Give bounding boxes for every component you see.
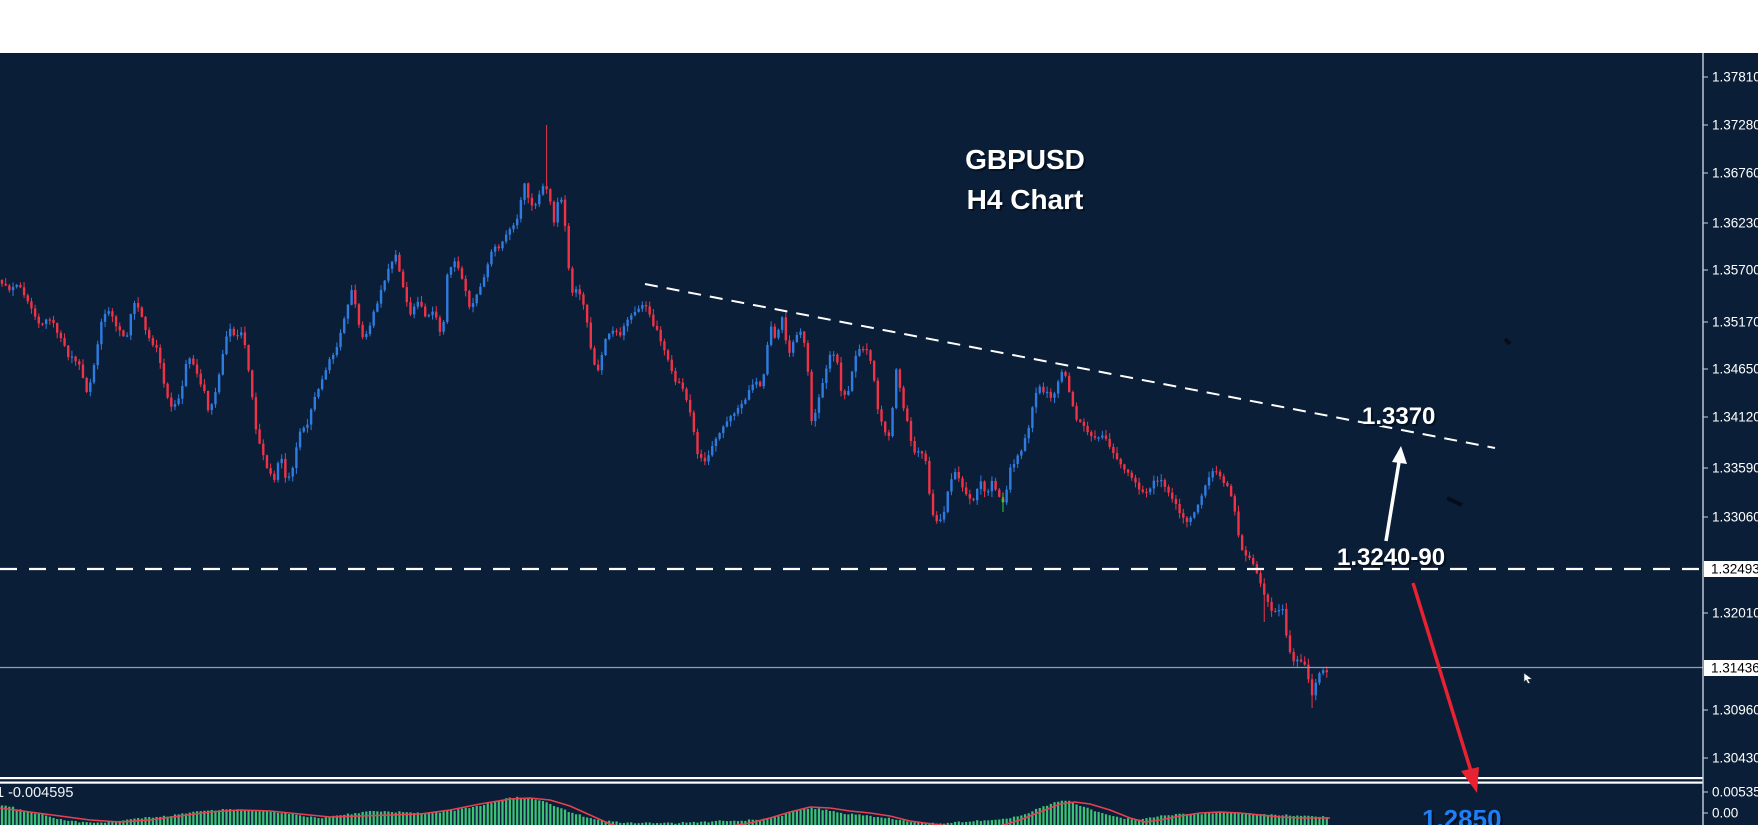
red-down-arrowhead xyxy=(1461,767,1479,793)
price-axis-label: 1.33590 xyxy=(1712,461,1758,476)
chart-timeframe: H4 Chart xyxy=(966,184,1084,215)
indicator-histogram xyxy=(0,796,1328,825)
white-up-arrow[interactable] xyxy=(1384,455,1402,542)
resistance-level-label: 1.3370 xyxy=(1362,403,1436,430)
chart-title: GBPUSD H4 Chart xyxy=(965,140,1085,220)
chart-background xyxy=(0,53,1758,825)
price-axis-label: 1.34650 xyxy=(1712,362,1758,377)
price-badge-value: 1.32493 xyxy=(1711,562,1758,577)
price-axis-label: 1.32010 xyxy=(1712,606,1758,621)
price-badge: 1.32493 xyxy=(1704,561,1758,577)
price-axis-label: 1.30430 xyxy=(1712,751,1758,766)
white-up-arrowhead xyxy=(1392,446,1407,464)
price-axis-label: 1.37280 xyxy=(1712,118,1758,133)
pane-separator xyxy=(0,777,1703,780)
price-axis-label: 0.005354 xyxy=(1712,785,1758,800)
descending-trendline[interactable] xyxy=(644,283,1496,449)
price-axis-label: 1.37810 xyxy=(1712,70,1758,85)
pane-separator xyxy=(0,781,1703,784)
candles xyxy=(0,125,1328,708)
price-axis[interactable]: 1.37810 1.37280 1.36760 1.36230 1.35700 1.351… xyxy=(1702,53,1758,825)
support-zone-label: 1.3240-90 xyxy=(1337,544,1446,571)
price-axis-label: 1.36760 xyxy=(1712,166,1758,181)
chart-symbol: GBPUSD xyxy=(965,144,1085,175)
price-target-label: 1.2850 xyxy=(1422,804,1502,825)
window-top-strip xyxy=(0,0,1758,53)
price-axis-label: 1.34120 xyxy=(1712,410,1758,425)
indicator-value-label: 1 -0.004595 xyxy=(0,785,74,801)
price-axis-label: 1.30960 xyxy=(1712,703,1758,718)
price-axis-label: 1.35700 xyxy=(1712,263,1758,278)
black-pen-mark xyxy=(1446,496,1463,507)
price-axis-label: 1.33060 xyxy=(1712,510,1758,525)
price-axis-label: 0.00 xyxy=(1712,806,1738,821)
price-axis-label: 1.35170 xyxy=(1712,315,1758,330)
signal-line xyxy=(0,797,1330,825)
mouse-cursor-icon xyxy=(1523,672,1533,684)
price-axis-label: 1.36230 xyxy=(1712,216,1758,231)
black-dash-mark xyxy=(1503,337,1512,346)
price-badge: 1.31436 xyxy=(1704,660,1758,676)
red-down-arrow[interactable] xyxy=(1411,582,1476,782)
price-badge-value: 1.31436 xyxy=(1711,661,1758,676)
